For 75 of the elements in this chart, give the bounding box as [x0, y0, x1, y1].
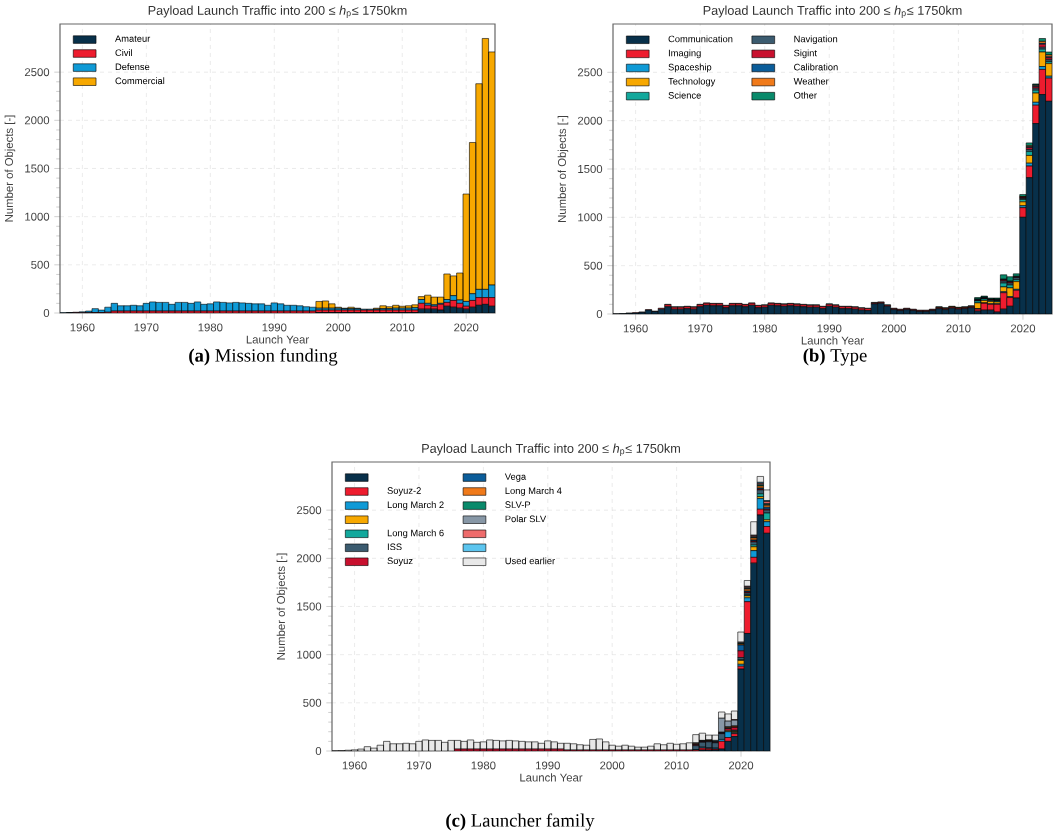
y-tick-label: 2500: [296, 506, 322, 515]
legend-label: Polar SLV: [505, 515, 547, 523]
y-tick-label: 0: [43, 308, 50, 317]
text: (b) Type: [803, 348, 867, 366]
x-tick-label: 2000: [600, 761, 625, 770]
y-tick-label: 2000: [24, 116, 50, 125]
y-axis-title: Number of Objects [-]: [276, 553, 288, 660]
legend-label: Long March 6: [387, 529, 444, 539]
x-tick-label: 1980: [198, 323, 223, 332]
x-tick-label: 1970: [407, 761, 432, 770]
y-tick-label: 500: [303, 698, 322, 707]
y-tick-label: 2500: [24, 68, 50, 77]
y-axis-title: Number of Objects [-]: [557, 115, 569, 222]
legend-label: Commercial: [115, 77, 165, 85]
legend-label: Civil: [115, 49, 132, 56]
x-tick-label: 2000: [326, 323, 351, 332]
x-tick-label: 2000: [881, 324, 906, 333]
legend-label: ISS: [387, 543, 402, 551]
x-axis-title: Launch Year: [520, 773, 583, 782]
legend-label: Soyuz: [387, 557, 413, 566]
y-tick-label: 2500: [577, 68, 603, 77]
legend-label: Long March 2: [387, 501, 444, 510]
x-tick-label: 1990: [262, 323, 287, 332]
x-tick-label: 2010: [664, 761, 689, 770]
legend-label: Other: [794, 91, 817, 99]
x-tick-label: 1970: [134, 323, 159, 332]
y-axis-title: Number of Objects [-]: [4, 115, 16, 222]
y-tick-label: 0: [315, 747, 322, 755]
legend-label: Technology: [668, 77, 716, 87]
legend-label: Calibration: [794, 63, 838, 71]
legend-label: Weather: [793, 77, 829, 85]
x-tick-label: 1960: [623, 324, 648, 333]
x-tick-label: 1970: [688, 324, 713, 333]
legend-label: Imaging: [668, 49, 701, 59]
y-tick-label: 1000: [297, 650, 322, 659]
legend-label: Soyuz-2: [387, 487, 421, 496]
x-tick-label: 1990: [536, 761, 560, 770]
y-tick-label: 2000: [577, 116, 603, 125]
legend-label: Science: [668, 91, 701, 99]
legend-label: Defense: [115, 63, 150, 71]
chart-title: Payload Launch Traffic into 200 ≤ h$_{p}$≤ 1750km: [703, 5, 962, 18]
y-tick-label: 0: [596, 309, 603, 318]
x-tick-label: 1960: [70, 323, 95, 332]
legend-label: Sigint: [794, 49, 817, 59]
legend-label: Amateur: [115, 35, 151, 42]
y-tick-label: 500: [31, 260, 50, 269]
x-tick-label: 2010: [946, 324, 971, 333]
x-tick-label: 2020: [454, 323, 479, 332]
text: (a) Mission funding: [189, 348, 338, 366]
x-axis-title: Launch Year: [801, 336, 864, 345]
x-tick-label: 1990: [817, 324, 842, 333]
x-tick-label: 2020: [728, 761, 754, 770]
text: (c) Launcher family: [446, 813, 595, 831]
legend-label: Vega: [504, 473, 527, 482]
chart-title: Payload Launch Traffic into 200 ≤ h$_{p}$≤ 1750km: [148, 5, 407, 18]
x-tick-label: 1980: [752, 324, 777, 333]
x-tick-label: 1980: [471, 761, 496, 770]
chart-title: Payload Launch Traffic into 200 ≤ h$_{p}$≤ 1750km: [422, 443, 680, 456]
x-axis-title: Launch Year: [246, 335, 309, 344]
y-tick-label: 1500: [578, 164, 603, 173]
legend-label: Spaceship: [668, 63, 712, 73]
legend-label: Navigation: [794, 35, 838, 45]
legend-label: SLV-P: [505, 501, 531, 508]
y-tick-label: 1500: [297, 602, 322, 611]
y-tick-label: 1000: [578, 213, 603, 222]
legend-label: Communication: [668, 35, 733, 43]
legend-label: Long March 4: [505, 487, 562, 496]
y-tick-label: 1500: [25, 164, 50, 173]
x-tick-label: 2020: [1010, 324, 1036, 333]
y-tick-label: 1000: [25, 212, 50, 221]
x-tick-label: 2010: [390, 323, 415, 332]
legend-label: Used earlier: [505, 557, 555, 565]
y-tick-label: 2000: [296, 554, 322, 563]
y-tick-label: 500: [584, 261, 603, 270]
x-tick-label: 1960: [342, 761, 367, 770]
